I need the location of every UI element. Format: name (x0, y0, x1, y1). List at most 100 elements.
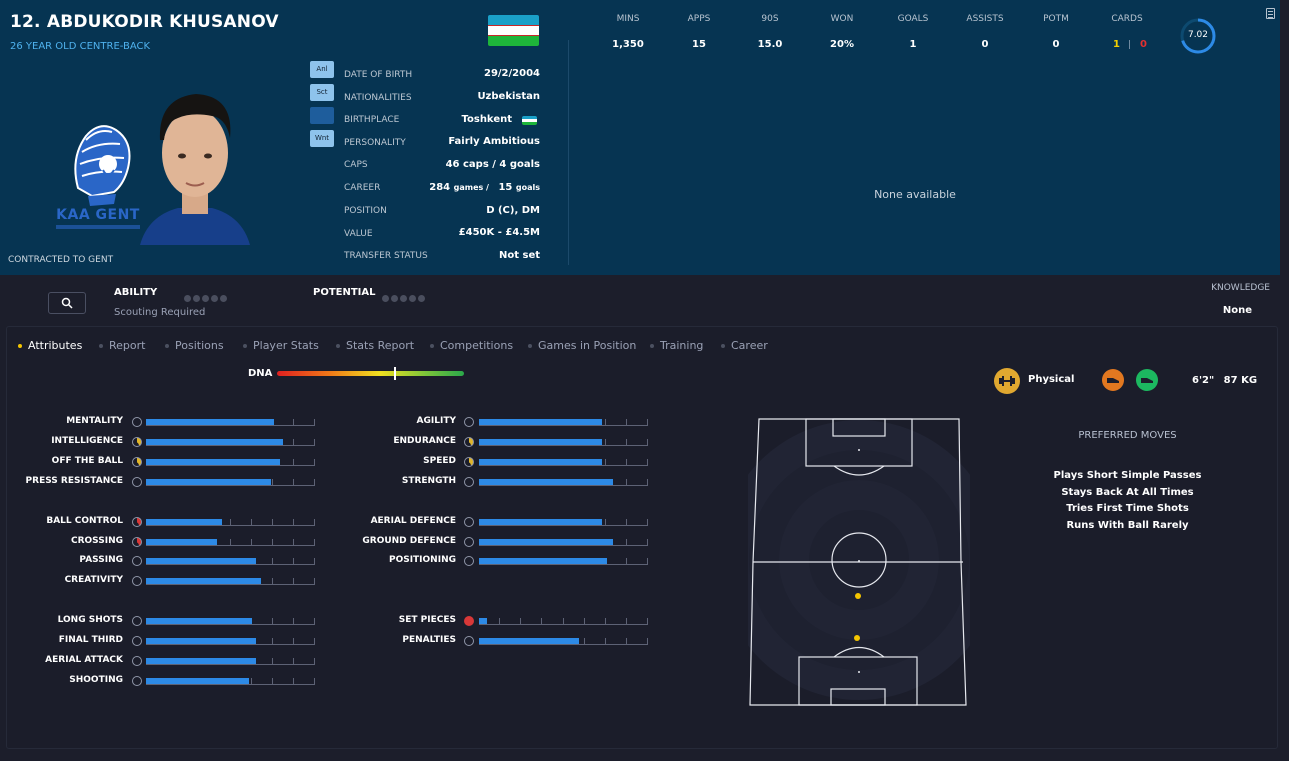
attribute-bar-long-shots[interactable] (146, 615, 315, 626)
wanted-button[interactable]: Wnt (310, 130, 334, 147)
detail-label-nationalities: NATIONALITIES (344, 93, 412, 103)
attribute-neutral-indicator-icon[interactable] (132, 556, 142, 567)
position-dm-marker[interactable] (855, 593, 861, 599)
left-boot-icon (1136, 369, 1158, 391)
menu-icon[interactable] (1266, 8, 1275, 19)
stat-value-won: 20% (830, 39, 854, 50)
attribute-bar-penalties[interactable] (479, 635, 648, 646)
attribute-bar-creativity[interactable] (146, 575, 315, 586)
rating-ring-icon (1180, 18, 1216, 54)
tab-indicator-icon (336, 344, 340, 348)
bar-tick (229, 519, 231, 526)
bar-tick (647, 638, 648, 645)
bar-tick (314, 678, 315, 685)
stat-label-mins: MINS (616, 14, 640, 24)
detail-value-birthplace[interactable]: Toshkent (461, 114, 513, 125)
bar-baseline (479, 624, 648, 625)
potential-label: POTENTIAL (313, 287, 376, 298)
tab-report[interactable]: Report (99, 339, 145, 352)
attribute-bar-intelligence[interactable] (146, 436, 315, 447)
attribute-neutral-indicator-icon[interactable] (464, 536, 474, 547)
attribute-neutral-indicator-icon[interactable] (132, 676, 142, 686)
detail-value-nationalities[interactable]: Uzbekistan (477, 91, 540, 102)
physical-dumbbell-icon[interactable] (994, 368, 1020, 394)
detail-value-transfer-status[interactable]: Not set (498, 250, 540, 261)
bar-fill (146, 459, 280, 465)
attribute-bar-strength[interactable] (479, 476, 648, 487)
attribute-bar-aerial-attack[interactable] (146, 655, 315, 666)
attribute-yellow-indicator-icon[interactable] (464, 437, 474, 447)
average-rating-badge[interactable]: 7.02 (1179, 17, 1217, 55)
tab-games-in-position[interactable]: Games in Position (528, 339, 636, 352)
tab-career[interactable]: Career (721, 339, 768, 352)
attribute-bar-mentality[interactable] (146, 416, 315, 427)
dna-marker (393, 367, 396, 380)
attribute-neutral-indicator-icon[interactable] (464, 636, 474, 646)
detail-label-career: CAREER (344, 183, 381, 193)
tab-attributes[interactable]: Attributes (18, 339, 82, 352)
attribute-bar-aerial-defence[interactable] (479, 516, 648, 527)
preferred-move-item: Runs With Ball Rarely (1066, 520, 1189, 531)
attribute-neutral-indicator-icon[interactable] (132, 417, 142, 427)
dna-gradient-bar[interactable] (277, 367, 464, 380)
compare-button[interactable] (310, 107, 334, 124)
club-crest-logo[interactable]: KAA GENT (48, 118, 148, 233)
position-dc-marker[interactable] (854, 635, 860, 641)
stat-value-mins: 1,350 (612, 39, 644, 50)
attribute-bar-agility[interactable] (479, 416, 648, 427)
bar-fill (479, 558, 608, 565)
bar-tick (647, 479, 648, 486)
attribute-bar-final-third[interactable] (146, 635, 315, 646)
attribute-neutral-indicator-icon[interactable] (464, 477, 474, 487)
attribute-bar-crossing[interactable] (146, 536, 315, 547)
position-pitch-diagram[interactable] (719, 410, 999, 708)
attribute-bar-ground-defence[interactable] (479, 536, 648, 547)
bar-baseline (146, 644, 315, 645)
attribute-red-indicator-icon[interactable] (132, 536, 142, 547)
stat-label-90s: 90S (761, 14, 779, 24)
attribute-neutral-indicator-icon[interactable] (132, 616, 142, 626)
attribute-bar-press-resistance[interactable] (146, 476, 315, 487)
search-button[interactable] (48, 292, 86, 314)
attribute-red-indicator-icon[interactable] (132, 517, 142, 527)
attribute-neutral-indicator-icon[interactable] (132, 477, 142, 487)
tab-training[interactable]: Training (650, 339, 703, 352)
attribute-yellow-indicator-icon[interactable] (132, 437, 142, 447)
attribute-bar-speed[interactable] (479, 456, 648, 467)
attribute-yellow-indicator-icon[interactable] (464, 457, 474, 467)
attribute-label-ground-defence: GROUND DEFENCE (362, 535, 456, 546)
attribute-neutral-indicator-icon[interactable] (464, 417, 474, 427)
attribute-bar-off-the-ball[interactable] (146, 456, 315, 467)
attribute-bar-endurance[interactable] (479, 436, 648, 447)
attribute-neutral-indicator-icon[interactable] (132, 656, 142, 666)
attribute-yellow-indicator-icon[interactable] (132, 457, 142, 467)
attribute-bar-set-pieces[interactable] (479, 615, 648, 626)
contract-status[interactable]: CONTRACTED TO GENT (8, 255, 114, 265)
bar-tick (625, 439, 627, 446)
height-weight: 6'2" 87 KG (1192, 375, 1257, 386)
attribute-redfill-indicator-icon[interactable] (464, 616, 474, 626)
attribute-neutral-indicator-icon[interactable] (132, 576, 142, 587)
attribute-bar-ball-control[interactable] (146, 516, 315, 527)
tab-player-stats[interactable]: Player Stats (243, 339, 319, 352)
attribute-neutral-indicator-icon[interactable] (132, 636, 142, 646)
detail-value-career: 284 games / 15 goals (429, 182, 540, 193)
tab-positions[interactable]: Positions (165, 339, 224, 352)
attribute-bar-shooting[interactable] (146, 675, 315, 686)
attribute-bar-passing[interactable] (146, 555, 315, 566)
attribute-neutral-indicator-icon[interactable] (464, 517, 474, 527)
empty-state-text: None available (874, 188, 956, 201)
bar-tick (314, 459, 315, 466)
bar-fill (146, 479, 272, 485)
bar-fill (479, 479, 613, 485)
bar-tick (250, 519, 252, 526)
tab-competitions[interactable]: Competitions (430, 339, 513, 352)
attribute-bar-positioning[interactable] (479, 555, 648, 566)
analyse-button[interactable]: Anl (310, 61, 334, 78)
player-subtitle[interactable]: 26 YEAR OLD CENTRE-BACK (10, 41, 151, 52)
attribute-neutral-indicator-icon[interactable] (464, 556, 474, 567)
tab-stats-report[interactable]: Stats Report (336, 339, 414, 352)
bar-tick (520, 618, 522, 625)
player-header-panel: 12. ABDUKODIR KHUSANOV 26 YEAR OLD CENTR… (0, 0, 1280, 275)
scout-button[interactable]: Sct (310, 84, 334, 101)
